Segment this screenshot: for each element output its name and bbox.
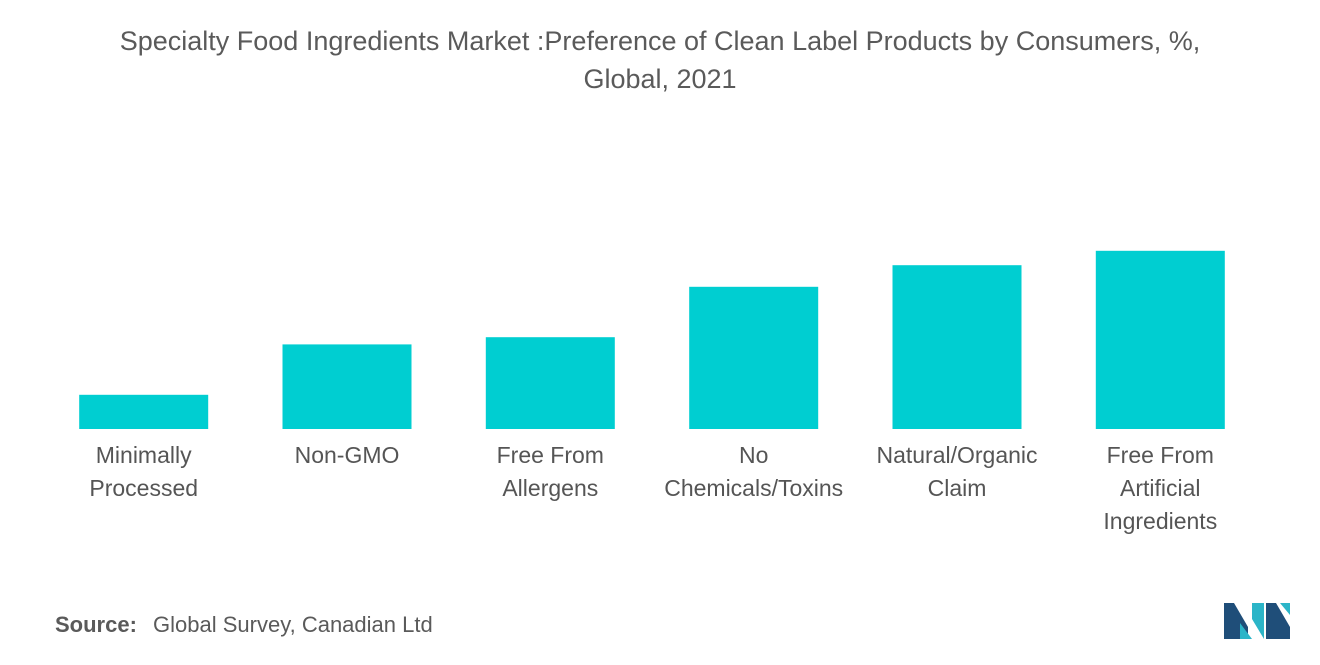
category-label-line: Artificial (1120, 475, 1201, 501)
bar-4 (892, 265, 1022, 429)
category-label-3: No Chemicals/Toxins (664, 442, 843, 501)
category-label-line: Minimally (96, 442, 192, 468)
category-label-line: Ingredients (1103, 508, 1217, 534)
category-label-0: Minimally Processed (89, 442, 198, 501)
bar-3 (689, 286, 819, 429)
bar-5 (1095, 250, 1225, 429)
category-label-line: Natural/Organic (876, 442, 1037, 468)
category-label-line: Chemicals/Toxins (664, 475, 843, 501)
category-label-line: Non-GMO (295, 442, 400, 468)
mordor-intelligence-logo-icon (1224, 603, 1290, 639)
bar-0 (79, 394, 209, 429)
category-label-line: Free From (497, 442, 604, 468)
chart-title: Specialty Food Ingredients Market :Prefe… (0, 22, 1320, 98)
source-text: Global Survey, Canadian Ltd (153, 612, 433, 637)
category-label-5: Free From Artificial Ingredients (1103, 442, 1217, 534)
chart-title-line-2: Global, 2021 (583, 64, 737, 94)
category-label-4: Natural/Organic Claim (876, 442, 1037, 501)
source-note: Source: Global Survey, Canadian Ltd (55, 612, 433, 638)
category-label-line: Claim (928, 475, 987, 501)
bar-2 (485, 337, 615, 429)
category-label-line: Processed (89, 475, 198, 501)
category-label-line: Free From (1107, 442, 1214, 468)
chart-title-line-1: Specialty Food Ingredients Market :Prefe… (119, 26, 1201, 56)
category-label-line: No (739, 442, 768, 468)
source-label: Source: (55, 612, 137, 637)
category-label-2: Free From Allergens (497, 442, 604, 501)
bar-1 (282, 344, 412, 429)
category-label-line: Allergens (502, 475, 598, 501)
category-label-1: Non-GMO (295, 442, 400, 468)
